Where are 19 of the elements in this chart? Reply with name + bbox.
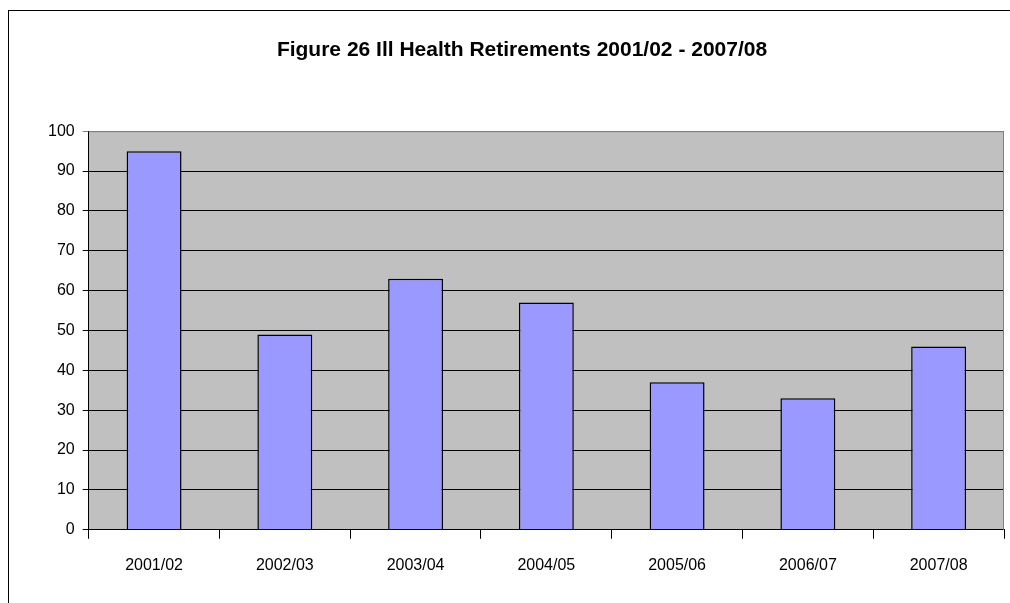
y-tick-label: 40 [56,360,75,378]
x-tick-label: 2007/08 [909,555,968,573]
x-tick-label: 2001/02 [125,555,184,573]
y-tick-label: 100 [47,121,75,139]
y-tick-label: 30 [56,400,75,418]
y-tick-label: 20 [56,440,75,458]
x-tick-label: 2003/04 [386,555,445,573]
y-tick-label: 10 [56,480,75,498]
y-tick-label: 0 [65,520,75,538]
y-tick-label: 60 [56,281,75,299]
x-tick-label: 2002/03 [255,555,314,573]
y-tick-label: 90 [56,161,75,179]
x-tick-label: 2004/05 [517,555,576,573]
y-tick-label: 70 [56,241,75,259]
x-tick-label: 2006/07 [778,555,837,573]
x-tick-label: 2005/06 [648,555,707,573]
y-tick-label: 80 [56,201,75,219]
chart-title: Figure 26 Ill Health Retirements 2001/02 - 2007/08 [276,37,768,61]
y-tick-label: 50 [56,320,75,338]
